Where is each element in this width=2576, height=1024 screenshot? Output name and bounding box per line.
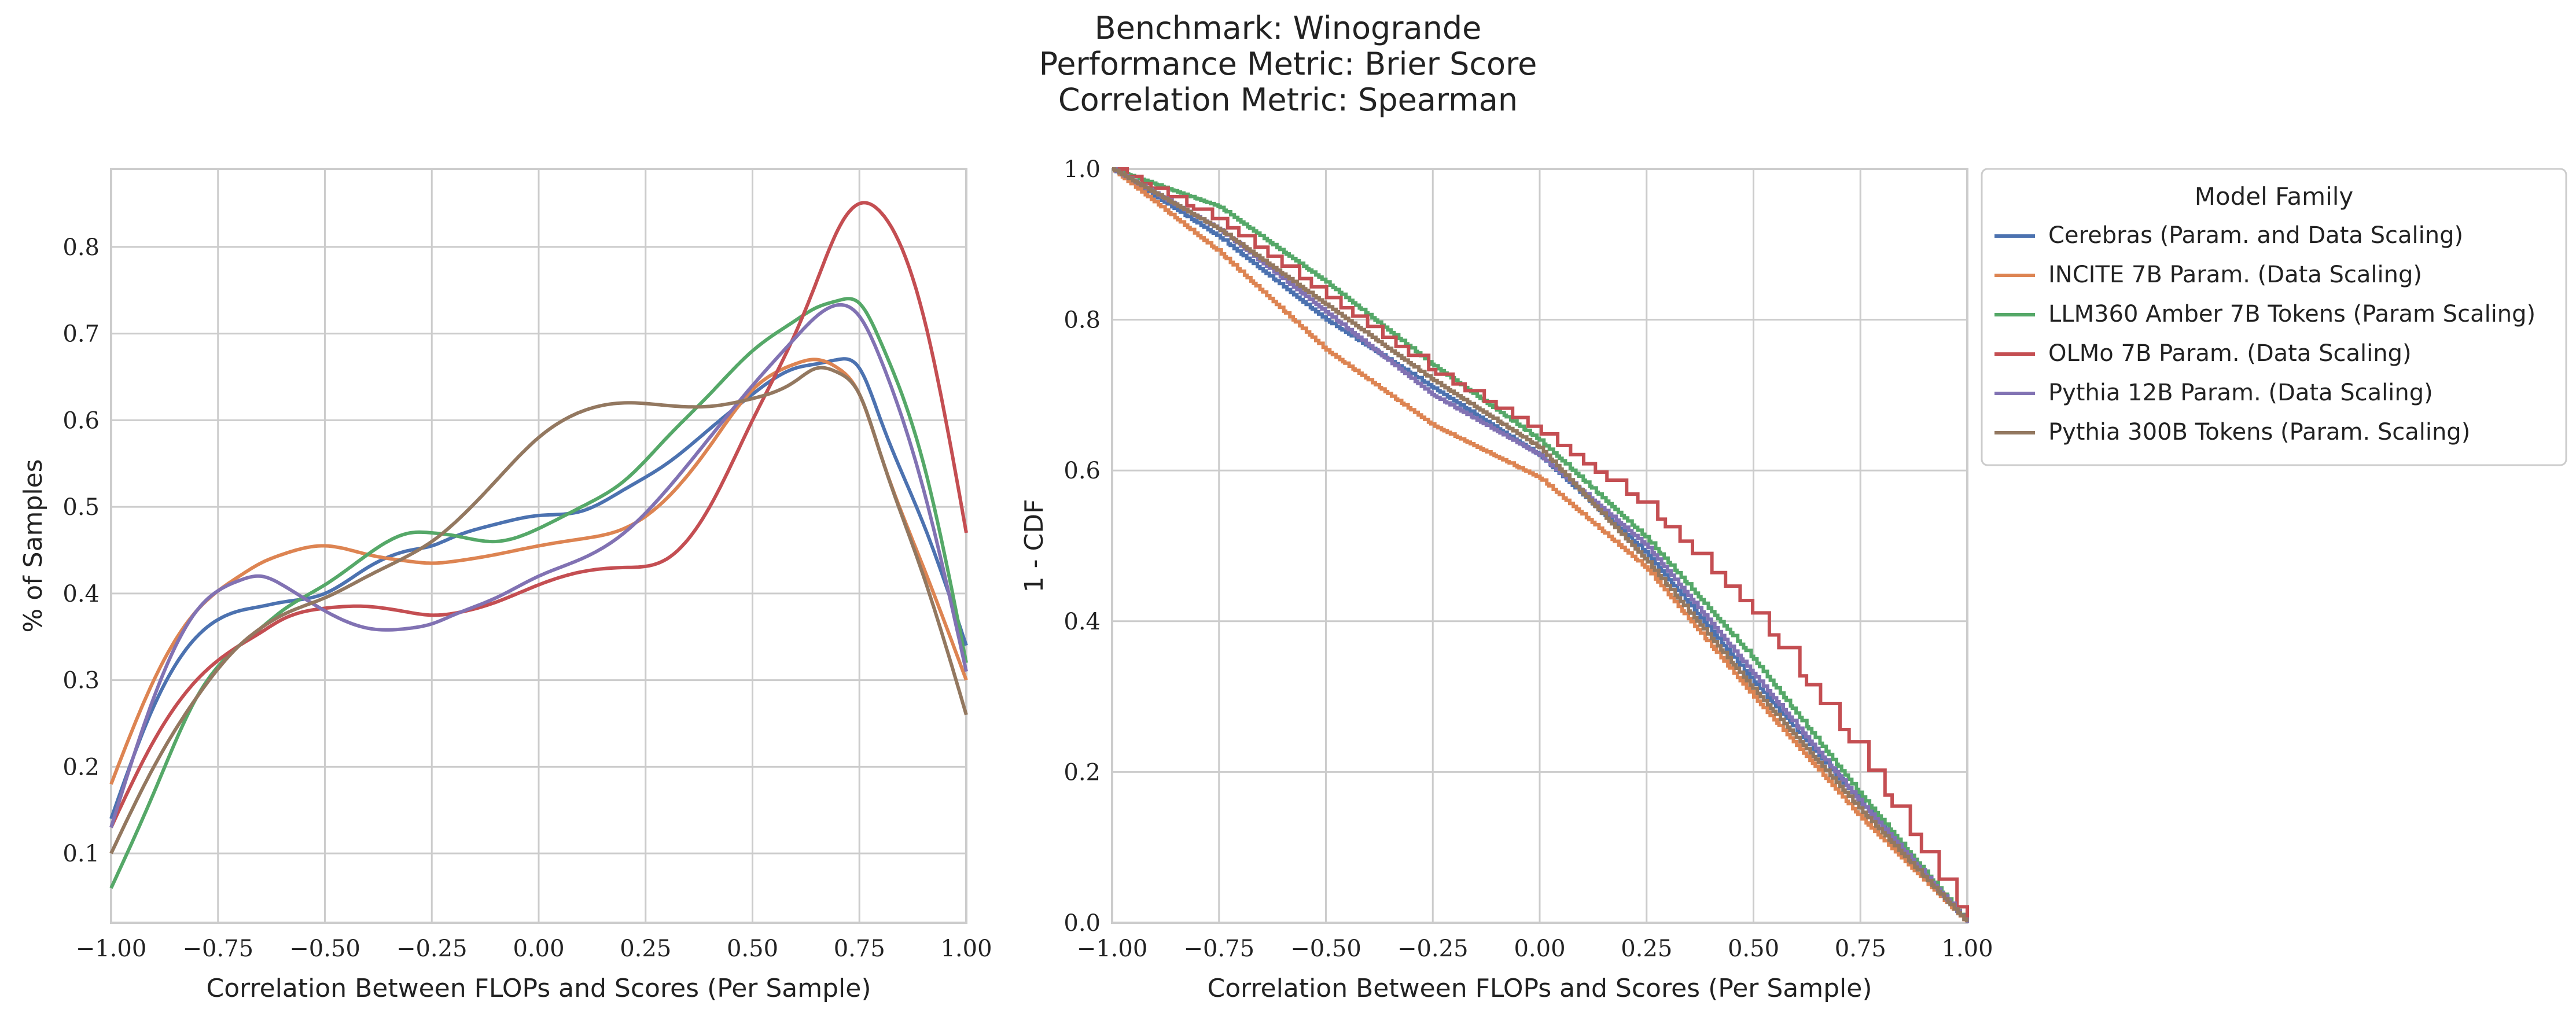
legend-title: Model Family — [2195, 182, 2354, 211]
y-tick-label: 0.5 — [62, 494, 100, 521]
figure-title: Benchmark: Winogrande Performance Metric… — [0, 10, 2576, 118]
y-tick-label: 0.3 — [62, 668, 100, 694]
y-tick-label: 0.0 — [1063, 910, 1101, 937]
cdf-step-llm360-amber-7b-tokens-param-scaling — [1112, 167, 1969, 923]
x-tick-label: −1.00 — [76, 935, 147, 962]
cdf-step-olmo-7b-param-data-scaling — [1112, 167, 1969, 923]
y-tick-label: 0.6 — [62, 407, 100, 434]
legend-label-olmo-7b-param-data-scaling: OLMo 7B Param. (Data Scaling) — [2048, 340, 2412, 367]
y-tick-label: 0.6 — [1063, 458, 1101, 484]
y-tick-label: 0.7 — [62, 321, 100, 348]
x-tick-label: 0.50 — [727, 935, 778, 962]
y-tick-label: 0.8 — [1063, 307, 1101, 334]
kde-plot: −1.00 −0.75 −0.50 −0.25 0.00 0.25 0.50 0.75 1.00… — [19, 168, 992, 1003]
title-line-performance-metric: Performance Metric: Brier Score — [1039, 46, 1537, 82]
kde-line-incite-7b-param-data-scaling — [109, 358, 968, 785]
y-tick-label: 0.8 — [62, 234, 100, 261]
kde-line-olmo-7b-param-data-scaling — [109, 201, 968, 828]
y-tick-label: 1.0 — [1063, 156, 1101, 183]
x-tick-label: 0.50 — [1728, 935, 1779, 962]
y-tick-label: 0.4 — [1063, 609, 1101, 635]
cdf-step-pythia-300b-tokens-param-scaling — [1112, 167, 1969, 923]
legend-label-llm360-amber-7b-tokens-param-scaling: LLM360 Amber 7B Tokens (Param Scaling) — [2048, 301, 2535, 327]
legend: Model Family Cerebras (Param. and Data Sc… — [1981, 168, 2567, 466]
kde-line-pythia-300b-tokens-param-scaling — [109, 366, 968, 854]
y-tick-label: 0.2 — [1063, 759, 1101, 786]
x-tick-label: 0.00 — [1514, 935, 1565, 962]
legend-label-pythia-12b-param-data-scaling: Pythia 12B Param. (Data Scaling) — [2048, 380, 2433, 406]
x-tick-label: 0.25 — [620, 935, 671, 962]
survival-plot: −1.00 −0.75 −0.50 −0.25 0.00 0.25 0.50 0.75 1.00… — [1020, 156, 1993, 1003]
kde-line-pythia-12b-param-data-scaling — [109, 303, 968, 828]
x-tick-label: −0.50 — [289, 935, 360, 962]
x-tick-label: 0.25 — [1621, 935, 1672, 962]
y-axis-label: % of Samples — [19, 459, 48, 632]
x-tick-label: 0.75 — [834, 935, 885, 962]
title-line-benchmark: Benchmark: Winogrande — [1094, 10, 1482, 46]
x-tick-label: −0.50 — [1290, 935, 1361, 962]
x-tick-label: −0.25 — [396, 935, 468, 962]
kde-line-cerebras-param-and-data-scaling — [109, 357, 968, 820]
y-tick-label: 0.2 — [62, 754, 100, 780]
legend-label-cerebras-param-and-data-scaling: Cerebras (Param. and Data Scaling) — [2048, 222, 2463, 249]
x-tick-label: −0.25 — [1397, 935, 1469, 962]
x-tick-label: −0.75 — [1183, 935, 1254, 962]
y-axis-label: 1 - CDF — [1020, 499, 1049, 593]
cdf-step-incite-7b-param-data-scaling — [1112, 167, 1968, 922]
x-tick-label: −0.75 — [182, 935, 253, 962]
legend-label-incite-7b-param-data-scaling: INCITE 7B Param. (Data Scaling) — [2048, 261, 2422, 288]
x-tick-label: 1.00 — [940, 935, 992, 962]
plot-frame — [110, 168, 967, 924]
x-tick-label: 0.75 — [1835, 935, 1886, 962]
legend-label-pythia-300b-tokens-param-scaling: Pythia 300B Tokens (Param. Scaling) — [2048, 419, 2470, 445]
x-tick-label: −1.00 — [1077, 935, 1148, 962]
x-axis-label: Correlation Between FLOPs and Scores (Pe… — [206, 974, 871, 1003]
y-tick-label: 0.4 — [62, 581, 100, 607]
legend-frame — [1981, 168, 2567, 466]
x-axis-label: Correlation Between FLOPs and Scores (Pe… — [1207, 974, 1872, 1003]
y-tick-label: 0.1 — [62, 841, 100, 867]
plot-frame — [1111, 168, 1968, 924]
x-tick-label: 1.00 — [1941, 935, 1993, 962]
title-line-correlation-metric: Correlation Metric: Spearman — [1058, 82, 1518, 118]
x-tick-label: 0.00 — [513, 935, 564, 962]
